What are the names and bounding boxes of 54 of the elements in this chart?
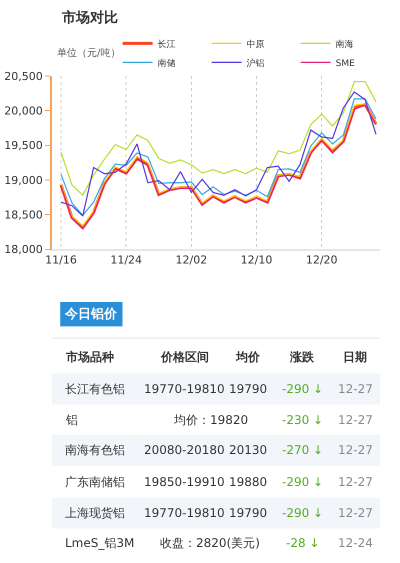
text: 19790 [229, 382, 268, 396]
text: -230 ↓ [282, 413, 324, 427]
text: 今日铝价 [64, 307, 118, 322]
legend-label: 沪铝 [246, 58, 265, 69]
text: -290 ↓ [282, 475, 324, 489]
y-tick-label: 20,000 [4, 104, 43, 118]
x-tick-label: 11/16 [45, 253, 77, 266]
text: 均价：19820 [173, 413, 248, 427]
x-tick-label: 12/20 [306, 253, 338, 266]
y-tick-label: 18,000 [4, 243, 43, 256]
text: 均价 [235, 350, 261, 364]
text: 涨跌 [289, 350, 315, 364]
text: -290 ↓ [282, 382, 324, 396]
text: 19880 [229, 475, 268, 489]
text: 收盘：2820(美元) [160, 536, 260, 550]
text: 南海有色铝 [65, 443, 125, 457]
legend-label: SME [336, 58, 356, 69]
text: 20130 [229, 443, 268, 457]
text: 19790 [229, 506, 268, 520]
legend-label: 南海 [336, 38, 354, 50]
text: LmeS_铝3M [65, 536, 134, 550]
text: 19770-19810 [144, 382, 225, 396]
text: 20080-20180 [144, 443, 225, 457]
x-tick-label: 12/02 [176, 253, 208, 266]
chart-title: 市场对比 [61, 9, 118, 26]
text: 市场品种 [65, 350, 114, 364]
text: 12-27 [338, 506, 373, 520]
text: 铝 [65, 413, 78, 427]
legend-label: 南储 [158, 58, 176, 69]
y-tick-label: 18,500 [4, 208, 43, 222]
text: 价格区间 [160, 350, 209, 364]
text: -28 ↓ [286, 536, 320, 550]
text: 12-27 [338, 443, 373, 457]
text: 19770-19810 [144, 506, 225, 520]
y-tick-label: 20,500 [4, 70, 43, 83]
y-tick-label: 19,500 [4, 139, 43, 152]
x-tick-label: 11/24 [110, 253, 142, 266]
text: 12-27 [338, 413, 373, 427]
line-series [60, 80, 377, 196]
text: 19850-19910 [144, 475, 225, 489]
text: 12-24 [338, 536, 373, 550]
text: 广东南储铝 [65, 475, 125, 489]
text: -290 ↓ [282, 506, 324, 520]
legend-label: 长江 [158, 38, 176, 50]
text: 长江有色铝 [65, 382, 125, 396]
text: 上海现货铝 [65, 506, 125, 520]
text: 12-27 [338, 475, 373, 489]
text: -270 ↓ [282, 443, 324, 457]
y-axis-title: 单位（元/吨） [57, 47, 120, 59]
x-tick-label: 12/10 [240, 253, 272, 266]
text: 12-27 [338, 382, 373, 396]
text: 日期 [343, 350, 367, 364]
legend-label: 中原 [246, 38, 265, 50]
y-tick-label: 19,000 [4, 174, 43, 187]
